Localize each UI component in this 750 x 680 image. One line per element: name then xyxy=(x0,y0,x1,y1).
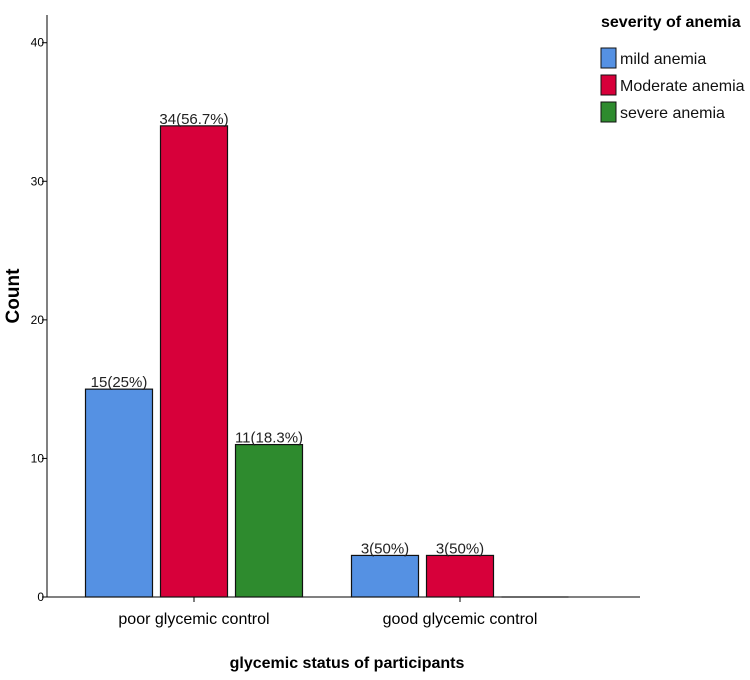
bar-mild-anemia xyxy=(84,388,154,598)
legend-label: Moderate anemia xyxy=(620,78,745,95)
bar-moderate-anemia xyxy=(159,125,229,598)
legend-label: mild anemia xyxy=(620,51,706,68)
y-tick-label: 20 xyxy=(31,313,45,327)
legend-title: severity of anemia xyxy=(601,14,741,31)
y-axis-ticks: 0 10 20 30 40 xyxy=(31,36,47,604)
bar-moderate-anemia xyxy=(425,554,495,598)
y-tick-label: 40 xyxy=(31,36,45,50)
legend-swatch xyxy=(600,101,617,123)
data-label: 34(56.7%) xyxy=(159,111,228,128)
data-label: 3(50%) xyxy=(436,540,484,557)
data-label: 15(25%) xyxy=(91,374,148,391)
legend-label: severe anemia xyxy=(620,105,725,122)
data-labels: 15(25%) 34(56.7%) 11(18.3%) 3(50%) 3(50%) xyxy=(91,111,485,558)
data-label: 11(18.3%) xyxy=(235,430,303,447)
y-tick-label: 30 xyxy=(31,174,45,188)
legend-swatch xyxy=(600,74,617,96)
legend: severity of anemia mild anemia Moderate a… xyxy=(600,14,745,123)
x-axis-title: glycemic status of participants xyxy=(230,655,465,672)
bar-severe-anemia xyxy=(234,443,304,598)
x-axis-categories: poor glycemic control good glycemic contr… xyxy=(118,597,537,628)
x-category-label: poor glycemic control xyxy=(118,611,269,628)
data-label: 3(50%) xyxy=(361,540,409,557)
bar-mild-anemia xyxy=(350,554,420,598)
bars xyxy=(84,125,569,598)
y-axis-title: Count xyxy=(3,268,24,324)
y-tick-label: 0 xyxy=(37,590,44,604)
legend-swatch xyxy=(600,47,617,69)
x-category-label: good glycemic control xyxy=(383,611,538,628)
y-tick-label: 10 xyxy=(31,451,45,465)
